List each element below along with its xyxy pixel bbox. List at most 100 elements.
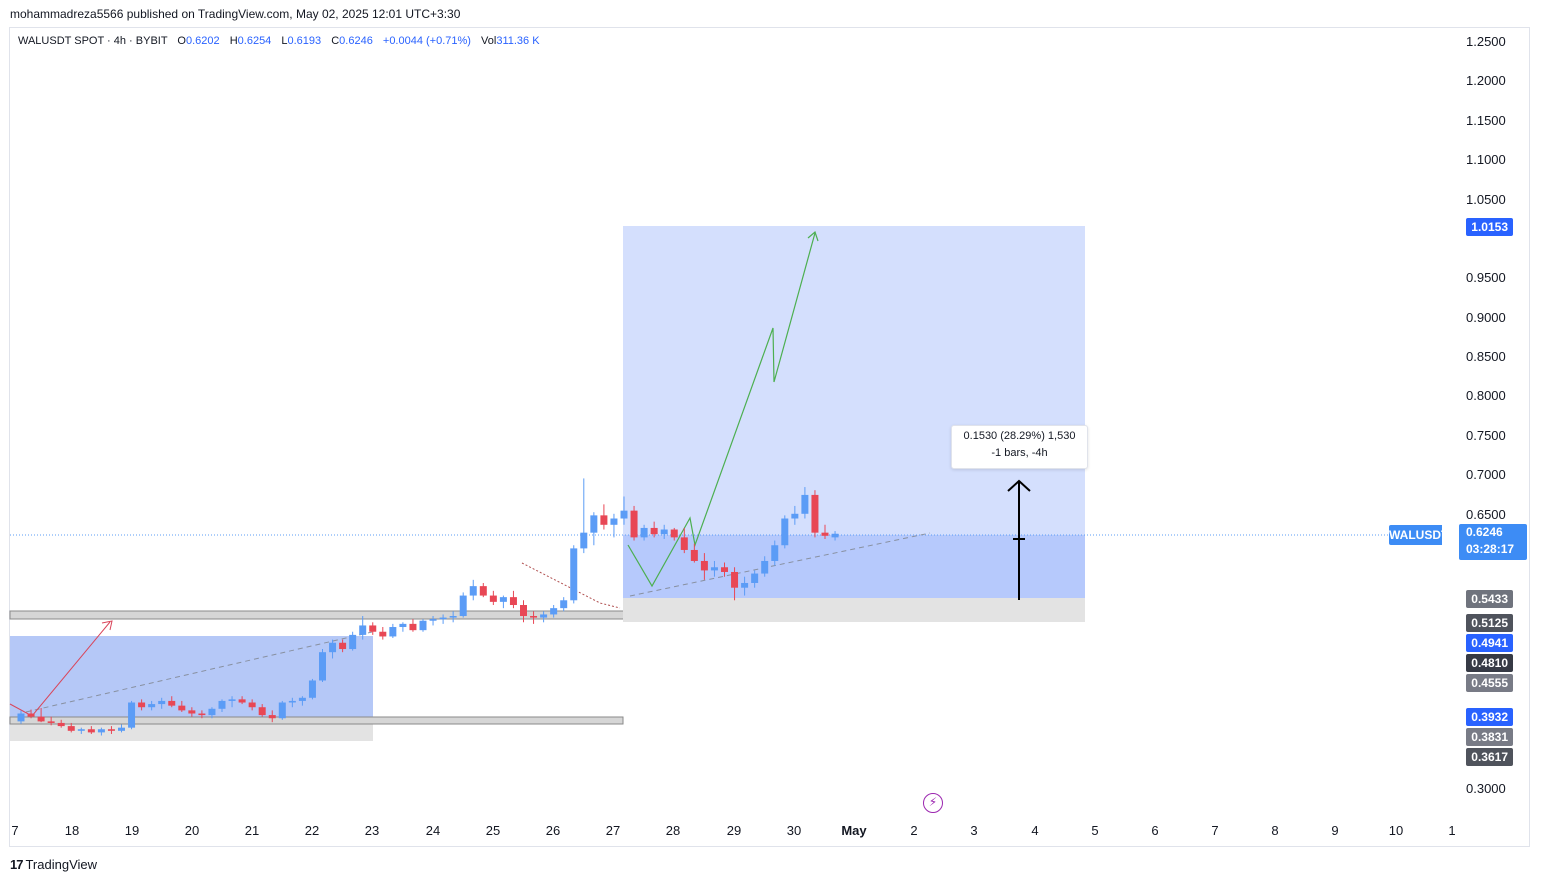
y-tick: 1.0500 bbox=[1466, 192, 1506, 207]
y-tick: 0.8500 bbox=[1466, 349, 1506, 364]
y-tick: 0.9000 bbox=[1466, 310, 1506, 325]
x-tick: 2 bbox=[910, 823, 918, 838]
x-tick: 24 bbox=[425, 823, 441, 838]
current-price: 0.6246 bbox=[1466, 525, 1503, 539]
x-tick: 28 bbox=[665, 823, 681, 838]
candle-body bbox=[761, 560, 769, 574]
x-tick: 6 bbox=[1151, 823, 1159, 838]
legend-vol-label: Vol bbox=[481, 35, 497, 47]
candle-body bbox=[158, 700, 166, 705]
candle-body bbox=[107, 729, 115, 731]
candle-body bbox=[449, 616, 457, 618]
candle-body bbox=[399, 623, 407, 628]
price-label: 0.4810 bbox=[1466, 654, 1513, 672]
candle-body bbox=[168, 700, 176, 706]
x-tick: 10 bbox=[1388, 823, 1404, 838]
candle-body bbox=[489, 595, 497, 602]
current-price-tag: 0.6246 03:28:17 bbox=[1459, 524, 1527, 560]
candle-body bbox=[138, 702, 146, 708]
green-arrowhead bbox=[807, 230, 819, 242]
support-bar-high bbox=[9, 610, 634, 620]
legend-open: 0.6202 bbox=[185, 35, 220, 47]
candle-body bbox=[238, 699, 246, 703]
x-tick: May bbox=[841, 823, 867, 838]
candle-body bbox=[459, 595, 467, 617]
candle-body bbox=[610, 518, 618, 525]
candle-body bbox=[509, 597, 517, 606]
y-tick: 0.3000 bbox=[1466, 781, 1506, 796]
candle-body bbox=[87, 729, 95, 733]
candle-body bbox=[278, 702, 286, 719]
x-tick: 7 bbox=[11, 823, 19, 838]
y-tick: 1.1500 bbox=[1466, 113, 1506, 128]
chart-frame[interactable] bbox=[9, 27, 1530, 847]
candle-body bbox=[771, 545, 779, 561]
candle-body bbox=[37, 716, 45, 722]
legend-open-label: O bbox=[177, 35, 186, 47]
lightning-icon[interactable]: ⚡ bbox=[923, 793, 943, 813]
candle-body bbox=[660, 529, 668, 535]
candle-body bbox=[118, 727, 125, 731]
y-tick: 0.9500 bbox=[1466, 270, 1506, 285]
legend-symbol[interactable]: WALUSDT SPOT · 4h · BYBIT bbox=[18, 35, 168, 47]
legend-close: 0.6246 bbox=[339, 35, 373, 47]
x-tick: 3 bbox=[970, 823, 978, 838]
y-tick: 0.7000 bbox=[1466, 467, 1506, 482]
x-tick: 27 bbox=[605, 823, 621, 838]
measure-tooltip: 0.1530 (28.29%) 1,530 -1 bars, -4h bbox=[951, 425, 1088, 469]
candle-body bbox=[630, 510, 638, 538]
x-tick: 25 bbox=[485, 823, 501, 838]
x-tick: 4 bbox=[1031, 823, 1039, 838]
y-tick: 1.2500 bbox=[1466, 34, 1506, 49]
brand-name: TradingView bbox=[25, 857, 98, 872]
candle-body bbox=[590, 515, 598, 533]
candle-body bbox=[781, 518, 789, 546]
candle-body bbox=[218, 700, 226, 709]
x-tick: 1 bbox=[1448, 823, 1456, 838]
red-arrowhead bbox=[101, 620, 113, 631]
legend-high-label: H bbox=[229, 35, 238, 47]
y-tick: 0.8000 bbox=[1466, 388, 1506, 403]
y-tick: 0.6500 bbox=[1466, 507, 1506, 522]
measure-arrowhead bbox=[1007, 479, 1031, 492]
x-tick: 5 bbox=[1091, 823, 1099, 838]
candle-body bbox=[499, 597, 507, 602]
candle-body bbox=[791, 513, 799, 519]
pullback-dotted bbox=[521, 562, 621, 609]
x-tick: 18 bbox=[64, 823, 80, 838]
candle-body bbox=[429, 619, 437, 621]
symbol-tag: WALUSDT bbox=[1389, 525, 1448, 545]
candle-body bbox=[710, 567, 718, 571]
x-tick: 9 bbox=[1331, 823, 1339, 838]
support-bar-low bbox=[9, 716, 624, 725]
candle-body bbox=[389, 627, 397, 637]
candle-body bbox=[811, 494, 819, 533]
candle-body bbox=[721, 567, 728, 572]
candle-body bbox=[550, 608, 558, 615]
x-tick: 20 bbox=[184, 823, 200, 838]
candle-body bbox=[128, 702, 136, 728]
candle-body bbox=[520, 605, 527, 617]
candle-body bbox=[268, 715, 276, 719]
candle-body bbox=[67, 726, 75, 731]
candle-body bbox=[27, 713, 35, 717]
candle-body bbox=[339, 642, 347, 650]
candle-body bbox=[258, 707, 266, 716]
x-tick: 29 bbox=[726, 823, 742, 838]
candle-body bbox=[419, 620, 427, 631]
tradingview-brand[interactable]: 17 TradingView bbox=[10, 857, 97, 872]
candle-body bbox=[580, 532, 588, 549]
candle-body bbox=[540, 614, 548, 618]
candle-body bbox=[650, 527, 658, 535]
candle-body bbox=[329, 642, 337, 653]
candle-body bbox=[319, 652, 326, 681]
legend-low: 0.6193 bbox=[287, 35, 322, 47]
candle-body bbox=[409, 623, 417, 631]
candle-body bbox=[248, 702, 256, 708]
x-tick: 19 bbox=[124, 823, 140, 838]
target-zone bbox=[623, 226, 1085, 535]
entry-zone bbox=[623, 535, 1085, 598]
candle-body bbox=[178, 705, 186, 711]
candle-body bbox=[680, 537, 688, 550]
